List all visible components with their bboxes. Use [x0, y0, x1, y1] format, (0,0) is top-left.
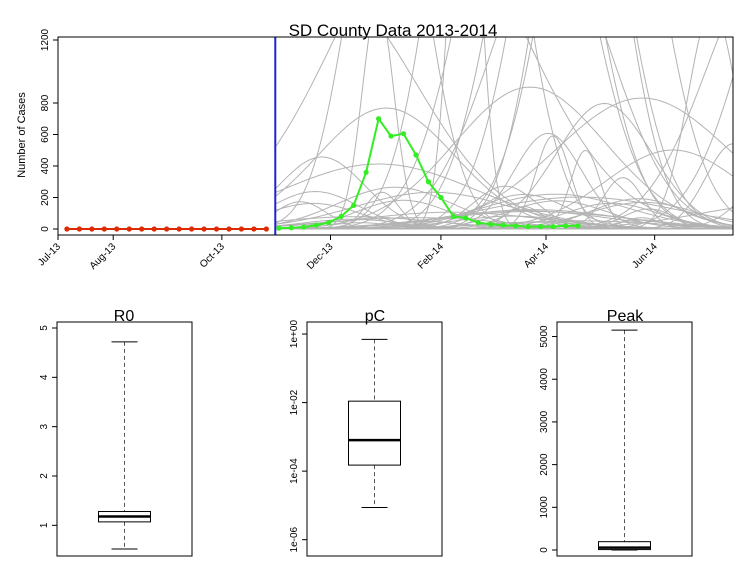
data-point — [425, 179, 432, 185]
data-point — [76, 226, 82, 232]
data-point — [89, 226, 95, 232]
data-point — [338, 213, 344, 219]
y-tick-label: 3000 — [539, 410, 550, 433]
data-point — [114, 226, 120, 232]
data-point — [413, 152, 419, 158]
y-tick-label: 2000 — [539, 453, 550, 476]
data-point — [450, 213, 456, 219]
data-point — [276, 225, 282, 231]
data-point — [475, 220, 481, 226]
y-tick-label: 4 — [39, 374, 50, 380]
x-tick-label: Dec-13 — [305, 241, 336, 272]
boxplot-pc: pC 1e-06 1e-04 1e-02 1e+00 — [289, 308, 443, 557]
data-point — [238, 226, 245, 232]
data-point — [64, 226, 70, 232]
y-tick-label: 4000 — [539, 368, 550, 391]
x-tick-label: Jun-14 — [630, 241, 660, 271]
data-point — [438, 194, 444, 201]
data-point — [538, 224, 544, 230]
time-series-panel: SD County Data 2013-2014 Number of Cases… — [16, 21, 734, 272]
data-point — [213, 226, 220, 232]
x-tick-label: Apr-14 — [522, 241, 551, 270]
data-point — [176, 226, 182, 232]
simulated-trajectory — [275, 185, 733, 230]
boxplot-pc-title: pC — [365, 308, 385, 325]
y-tick-label: 1e-06 — [289, 526, 300, 552]
y-tick-label: 1e-04 — [289, 458, 300, 484]
x-tick-label: Feb-14 — [416, 241, 446, 271]
data-point — [201, 226, 207, 232]
y-tick-label: 1e-02 — [289, 389, 300, 415]
y-tick-label: 200 — [40, 189, 51, 206]
data-point — [351, 202, 357, 208]
data-point — [463, 215, 469, 221]
data-point — [139, 226, 145, 232]
x-tick-label: Jul-13 — [36, 241, 63, 268]
data-point — [263, 226, 269, 232]
y-tick-label: 2 — [39, 473, 50, 479]
plot-frame — [57, 36, 734, 236]
simulated-trajectory — [275, 37, 733, 230]
data-point — [188, 226, 195, 232]
data-point — [488, 221, 494, 227]
boxplot-r0-title: R0 — [114, 308, 135, 325]
data-point — [363, 169, 369, 175]
simulated-trajectory — [275, 196, 733, 230]
simulated-trajectories — [274, 37, 733, 230]
data-point — [126, 226, 132, 232]
data-point — [301, 224, 307, 230]
data-point — [151, 226, 157, 232]
data-point — [326, 220, 332, 226]
boxplot-peak: Peak 0 1000 2000 3000 4000 5000 — [539, 308, 693, 557]
x-tick-label: Aug-13 — [88, 241, 119, 272]
y-tick-label: 1200 — [40, 28, 51, 51]
iqr-box — [598, 541, 651, 551]
box-frame — [556, 321, 693, 557]
y-tick-label: 0 — [40, 226, 51, 232]
y-tick-label: 5 — [39, 325, 50, 331]
boxplot-peak-title: Peak — [607, 308, 644, 325]
data-point — [164, 226, 170, 232]
y-tick-label: 600 — [40, 126, 51, 143]
box-frame — [56, 321, 193, 557]
data-point — [500, 222, 506, 228]
data-point — [388, 133, 394, 139]
x-tick-label: Oct-13 — [198, 241, 227, 270]
main-title: SD County Data 2013-2014 — [289, 21, 498, 40]
data-point — [562, 223, 569, 229]
observed-series — [64, 37, 581, 235]
data-point — [251, 226, 257, 232]
y-tick-label: 3 — [39, 423, 50, 429]
y-tick-label: 400 — [40, 157, 51, 174]
box-frame — [306, 321, 443, 557]
y-tick-label: 5000 — [539, 325, 550, 348]
data-point — [288, 225, 294, 231]
y-tick-label: 0 — [539, 547, 550, 553]
y-tick-label: 1e+00 — [289, 320, 300, 349]
data-point — [375, 116, 382, 122]
y-tick-label: 800 — [40, 94, 51, 111]
boxplot-r0: R0 1 2 3 4 5 — [39, 308, 193, 557]
data-point — [513, 223, 519, 229]
y-tick-label: 1 — [39, 522, 50, 528]
data-point — [313, 222, 319, 228]
y-tick-label: 1000 — [539, 496, 550, 519]
data-point — [575, 223, 581, 229]
data-point — [400, 131, 407, 137]
data-point — [101, 226, 107, 232]
data-point — [226, 226, 232, 232]
y-axis-label: Number of Cases — [16, 92, 28, 178]
data-point — [550, 224, 556, 230]
iqr-box — [348, 400, 401, 466]
data-point — [525, 224, 531, 230]
